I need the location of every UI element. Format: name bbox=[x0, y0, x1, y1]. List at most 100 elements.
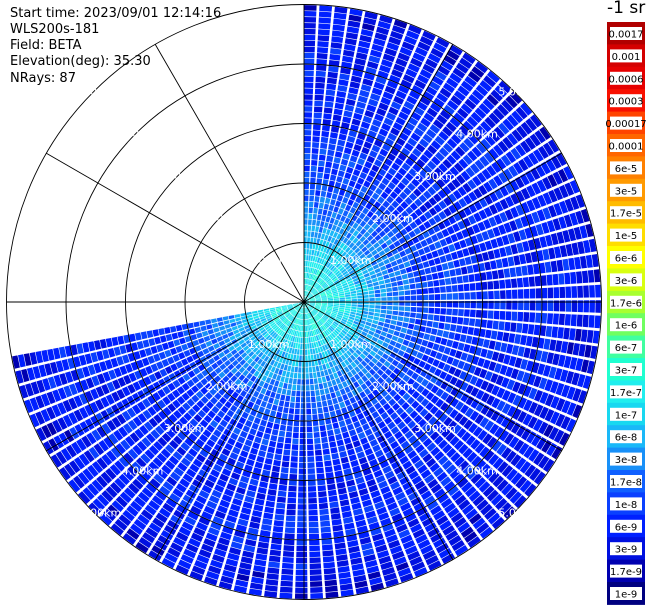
ray-gate bbox=[489, 130, 501, 143]
ray-gate bbox=[343, 352, 350, 359]
ray-gate bbox=[286, 313, 291, 318]
ray-gate bbox=[304, 284, 306, 291]
ray-gate bbox=[382, 53, 395, 63]
ray-gate bbox=[430, 532, 443, 543]
ray-gate bbox=[265, 500, 275, 508]
ray-gate bbox=[379, 222, 387, 230]
ray-gate bbox=[506, 343, 514, 354]
ray-gate bbox=[235, 363, 242, 370]
ray-gate bbox=[454, 517, 467, 529]
ray-gate bbox=[346, 350, 352, 357]
ray-gate bbox=[331, 224, 337, 231]
ray-gate bbox=[191, 376, 200, 384]
ray-gate bbox=[406, 396, 415, 405]
ray-gate bbox=[470, 163, 480, 174]
ray-gate bbox=[453, 241, 462, 251]
ray-gate bbox=[392, 209, 400, 218]
ray-gate bbox=[403, 416, 413, 425]
ray-gate bbox=[453, 162, 464, 173]
ray-gate bbox=[387, 328, 395, 335]
ray-gate bbox=[445, 394, 454, 404]
ray-gate bbox=[345, 294, 351, 298]
ray-gate bbox=[363, 215, 371, 223]
ray-gate bbox=[510, 454, 522, 467]
ray-gate bbox=[313, 354, 317, 360]
ray-gate bbox=[400, 440, 410, 450]
ray-gate bbox=[164, 349, 172, 358]
ray-gate bbox=[495, 259, 503, 269]
ray-gate bbox=[529, 225, 539, 238]
ray-gate bbox=[382, 91, 394, 100]
ray-gate bbox=[81, 435, 92, 448]
ray-gate bbox=[542, 176, 552, 190]
ray-gate bbox=[555, 382, 565, 396]
ray-gate bbox=[305, 385, 310, 391]
ray-gate bbox=[320, 221, 325, 228]
ray-gate bbox=[483, 450, 495, 462]
ray-gate bbox=[178, 559, 192, 570]
ray-gate bbox=[473, 327, 480, 337]
ray-gate bbox=[183, 548, 197, 559]
ray-gate bbox=[310, 581, 323, 587]
ray-gate bbox=[577, 373, 586, 388]
ray-gate bbox=[368, 55, 381, 64]
ray-gate bbox=[324, 277, 330, 282]
ray-gate bbox=[186, 398, 195, 407]
ray-gate bbox=[286, 346, 290, 353]
ray-gate bbox=[390, 460, 401, 470]
ray-gate bbox=[331, 289, 338, 293]
ray-gate bbox=[379, 398, 387, 406]
ray-gate bbox=[437, 65, 451, 76]
ray-gate bbox=[304, 219, 308, 225]
ray-gate bbox=[356, 292, 363, 296]
ray-gate bbox=[438, 413, 448, 423]
ray-gate bbox=[348, 316, 355, 321]
ray-gate bbox=[327, 483, 336, 491]
ray-gate bbox=[545, 325, 553, 338]
ray-gate bbox=[78, 406, 89, 419]
ray-gate bbox=[313, 335, 318, 342]
ray-gate bbox=[293, 303, 299, 306]
ray-gate bbox=[391, 359, 399, 367]
ray-gate bbox=[336, 145, 344, 153]
ray-gate bbox=[206, 570, 220, 580]
ray-gate bbox=[307, 343, 310, 349]
ray-gate bbox=[508, 333, 516, 343]
ray-gate bbox=[590, 345, 598, 359]
ray-gate bbox=[408, 278, 415, 284]
ray-gate bbox=[184, 452, 195, 463]
ray-gate bbox=[501, 390, 511, 401]
ray-gate bbox=[414, 459, 425, 469]
ray-gate bbox=[214, 548, 227, 558]
ray-gate bbox=[206, 324, 213, 330]
ray-gate bbox=[230, 383, 238, 391]
ray-gate bbox=[476, 499, 489, 511]
ray-gate bbox=[265, 579, 279, 586]
ray-gate bbox=[191, 443, 202, 453]
ray-gate bbox=[387, 502, 398, 511]
ray-gate bbox=[306, 432, 313, 439]
ray-gate bbox=[506, 405, 517, 418]
ray-gate bbox=[417, 464, 428, 474]
ray-gate bbox=[157, 399, 167, 409]
ray-gate bbox=[321, 298, 328, 300]
ray-gate bbox=[561, 400, 571, 414]
ray-gate bbox=[317, 377, 323, 384]
ray-gate bbox=[338, 420, 346, 428]
ray-gate bbox=[393, 186, 402, 195]
ray-gate bbox=[304, 213, 308, 219]
ray-gate bbox=[307, 279, 310, 285]
ray-gate bbox=[483, 181, 493, 193]
ray-gate bbox=[63, 429, 75, 443]
ray-gate bbox=[153, 414, 163, 424]
ray-gate bbox=[296, 539, 307, 546]
ray-gate bbox=[145, 527, 159, 539]
ray-gate bbox=[320, 325, 325, 332]
ray-gate bbox=[463, 317, 470, 326]
ray-gate bbox=[311, 402, 317, 409]
ray-gate bbox=[204, 479, 215, 489]
ray-gate bbox=[430, 483, 442, 494]
ray-gate bbox=[239, 430, 248, 439]
ray-gate bbox=[500, 342, 508, 353]
ray-gate bbox=[275, 348, 281, 355]
